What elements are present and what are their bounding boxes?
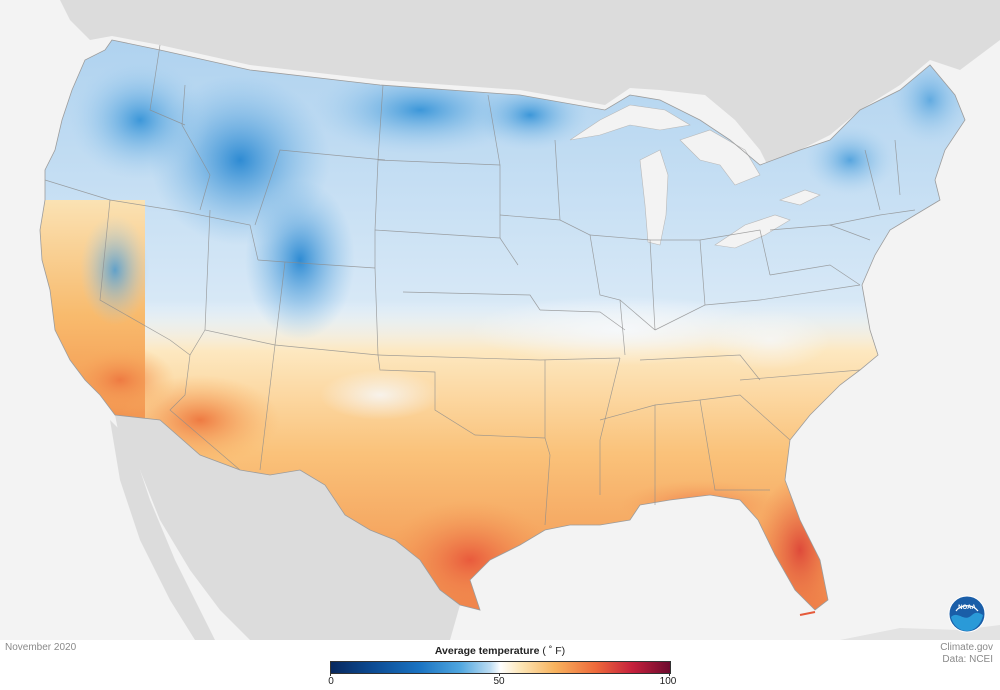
state-boundaries — [45, 45, 915, 525]
great-lakes — [569, 104, 821, 249]
legend-tickmark-50 — [499, 673, 500, 676]
legend-tick-0: 0 — [328, 676, 334, 687]
noaa-logo: NOAA — [948, 595, 986, 633]
legend-tick-50: 50 — [493, 676, 505, 687]
credit-data-source: Data: NCEI — [942, 654, 993, 665]
legend-title-row: Average temperature ( ˚ F) — [330, 645, 670, 657]
legend-tick-100: 100 — [659, 676, 677, 687]
credit-site: Climate.gov — [940, 642, 993, 653]
temperature-map — [0, 0, 1000, 640]
legend-tickmark-0 — [330, 673, 331, 676]
legend-title: Average temperature — [434, 645, 540, 657]
baja-peninsula — [110, 420, 215, 640]
noaa-logo-text: NOAA — [958, 605, 976, 611]
legend-unit: ( ˚ F) — [542, 645, 566, 657]
footer: November 2020 Average temperature ( ˚ F)… — [0, 640, 1000, 690]
legend-tickmark-100 — [669, 673, 670, 676]
mexico-landmass — [115, 415, 460, 640]
canada-landmass — [60, 0, 1000, 170]
legend-color-bar — [330, 661, 671, 674]
country-outline — [39, 39, 966, 611]
credits: Climate.gov Data: NCEI — [940, 642, 993, 666]
date-label: November 2020 — [5, 642, 77, 653]
